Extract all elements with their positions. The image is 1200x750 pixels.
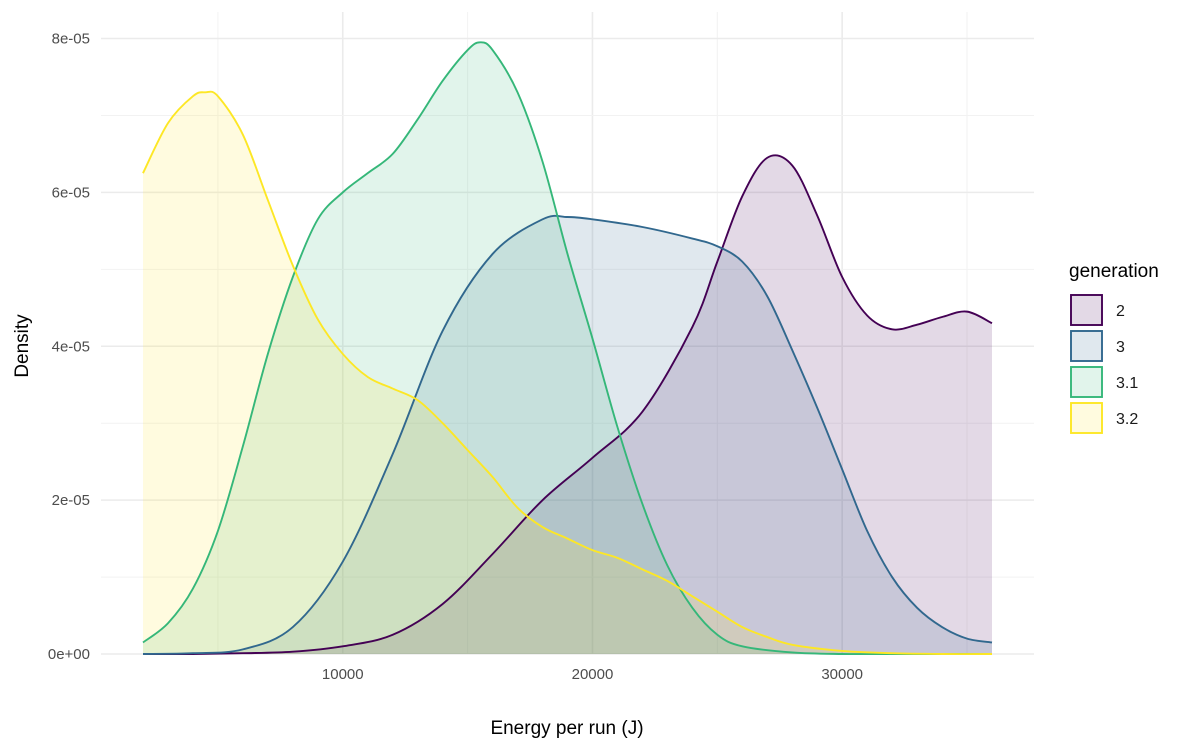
y-tick-label: 8e-05 [52,31,90,48]
density-area-3.1 [143,42,992,655]
density-areas [143,42,992,655]
legend-title: generation [1069,261,1159,282]
legend-key-bg [1070,402,1103,434]
y-tick-label: 2e-05 [52,492,90,509]
x-tick-label: 20000 [572,666,614,683]
legend: generation 2 3 3.1 3.2 [1069,261,1159,434]
density-line-3 [142,214,993,655]
legend-key-3: 3 [1070,330,1125,362]
y-tick-label: 6e-05 [52,184,90,201]
density-lines [142,41,993,656]
density-area-2 [143,155,992,655]
legend-label-3.1: 3.1 [1116,375,1138,392]
density-area-3 [143,215,992,655]
density-line-3.1 [142,41,992,656]
legend-label-3.2: 3.2 [1116,411,1138,428]
y-axis-ticks: 0e+00 2e-05 4e-05 6e-05 8e-05 [48,31,90,664]
y-axis-title: Density [12,314,33,378]
legend-swatch-2 [1070,294,1103,326]
legend-swatch-3.1 [1070,366,1103,398]
grid-lines [101,12,1034,655]
x-axis-ticks: 10000 20000 30000 [322,666,863,683]
density-line-3.2 [142,90,993,656]
legend-key-bg [1070,366,1103,398]
density-line-2 [142,154,993,656]
legend-key-3.1: 3.1 [1070,366,1138,398]
legend-swatch-3.2 [1070,402,1103,434]
legend-key-2: 2 [1070,294,1125,326]
legend-label-3: 3 [1116,339,1125,356]
legend-key-3.2: 3.2 [1070,402,1138,434]
y-tick-label: 0e+00 [48,646,90,663]
density-area-3.2 [143,91,992,655]
y-tick-label: 4e-05 [52,338,90,355]
x-tick-label: 10000 [322,666,364,683]
legend-key-bg [1070,330,1103,362]
legend-key-bg [1070,294,1103,326]
legend-swatch-3 [1070,330,1103,362]
legend-label-2: 2 [1116,303,1125,320]
x-tick-label: 30000 [821,666,863,683]
x-axis-title: Energy per run (J) [490,718,643,739]
